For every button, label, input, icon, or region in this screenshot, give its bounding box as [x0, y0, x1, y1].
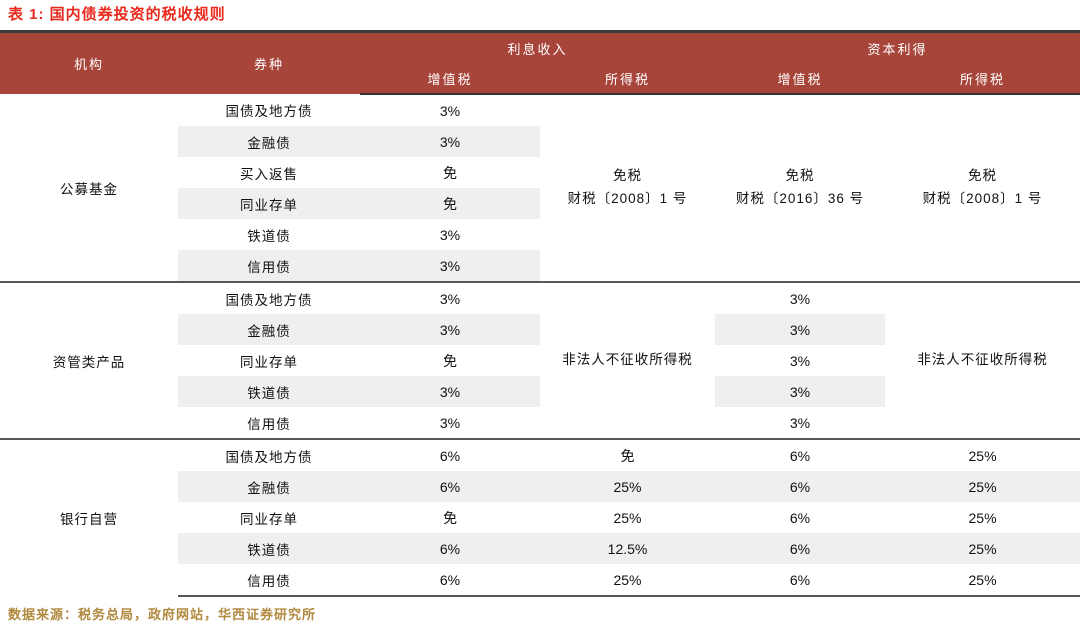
table-row: 金融债 3% 3%: [0, 314, 1080, 345]
capital-vat-cell: 3%: [715, 314, 886, 345]
col-header-interest-income-tax: 所得税: [540, 63, 716, 95]
bond-type-cell: 国债及地方债: [178, 438, 360, 471]
table-row: 铁道债 3% 3%: [0, 376, 1080, 407]
bond-type-cell: 信用债: [178, 564, 360, 597]
interest-vat-cell: 3%: [360, 126, 540, 157]
interest-vat-cell: 3%: [360, 281, 540, 314]
interest-vat-cell: 免: [443, 164, 457, 181]
table-header: 机构 券种 利息收入 资本利得 增值税 所得税 增值税 所得税: [0, 31, 1080, 95]
table-row: 资管类产品 国债及地方债 3% 非法人不征收所得税 3% 非法人不征收所得税: [0, 281, 1080, 439]
interest-income-tax-cell: 25%: [613, 509, 642, 526]
bond-type-cell: 同业存单: [240, 354, 298, 370]
interest-vat-cell: 3%: [360, 250, 540, 282]
interest-income-tax-cell: 非法人不征收所得税: [540, 281, 716, 439]
capital-income-tax-cell: 25%: [885, 471, 1080, 502]
institution-cell: 银行自营: [0, 438, 178, 596]
table-row: 同业存单 免: [0, 188, 1080, 219]
bond-type-cell: 同业存单: [178, 188, 360, 219]
table-row: 公募基金 国债及地方债 3% 免税 财税〔2008〕1 号 免税 财税〔2016…: [0, 94, 1080, 207]
capital-vat-cell: 6%: [715, 438, 886, 471]
interest-income-tax-cell: 免税 财税〔2008〕1 号: [567, 168, 688, 206]
table-row: 信用债 3%: [0, 250, 1080, 282]
capital-vat-cell: 3%: [789, 414, 811, 431]
interest-vat-cell: 6%: [360, 471, 540, 502]
interest-income-tax-cell: 12.5%: [540, 533, 716, 564]
table-row: 金融债 3%: [0, 126, 1080, 157]
bond-type-cell: 国债及地方债: [178, 281, 360, 314]
table-row: 同业存单 免 3%: [0, 345, 1080, 376]
interest-income-tax-cell: 25%: [540, 471, 716, 502]
interest-vat-cell: 3%: [439, 102, 461, 119]
interest-income-tax-cell: 25%: [540, 564, 716, 597]
bond-type-cell: 金融债: [178, 126, 360, 157]
header-row-subcolumns: 增值税 所得税 增值税 所得税: [0, 63, 1080, 95]
capital-income-tax-cell: 非法人不征收所得税: [885, 281, 1080, 439]
table-title: 表 1: 国内债券投资的税收规则: [8, 6, 226, 23]
capital-vat-cell: 3%: [715, 376, 886, 407]
interest-vat-cell: 3%: [360, 314, 540, 345]
capital-vat-cell: 6%: [715, 564, 886, 597]
bond-type-cell: 同业存单: [240, 511, 298, 527]
bond-type-cell: 金融债: [178, 471, 360, 502]
col-header-capital-income-tax: 所得税: [885, 63, 1080, 95]
col-group-capital-gains: 资本利得: [715, 31, 1080, 63]
interest-vat-cell: 免: [443, 509, 457, 526]
bond-type-cell: 信用债: [178, 250, 360, 282]
bond-type-cell: 国债及地方债: [225, 104, 313, 119]
capital-vat-cell: 3%: [789, 352, 811, 369]
table-row: 银行自营 国债及地方债 6% 免 6% 25%: [0, 438, 1080, 596]
table-row: 信用债 3% 3%: [0, 407, 1080, 439]
interest-vat-cell: 免: [360, 188, 540, 219]
capital-income-tax-cell: 25%: [885, 533, 1080, 564]
col-group-interest-income: 利息收入: [360, 31, 716, 63]
capital-income-tax-cell: 25%: [968, 509, 997, 526]
col-header-bond-type: 券种: [178, 31, 360, 94]
table-row: 铁道债 6% 12.5% 6% 25%: [0, 533, 1080, 564]
col-header-capital-vat: 增值税: [715, 63, 886, 95]
col-header-institution: 机构: [0, 31, 178, 94]
interest-vat-cell: 3%: [439, 414, 461, 431]
data-source-note: 数据来源：税务总局，政府网站，华西证券研究所: [8, 607, 317, 622]
bond-type-cell: 买入返售: [240, 166, 298, 182]
capital-vat-cell: 6%: [715, 471, 886, 502]
table-row: 同业存单 免 25% 6% 25%: [0, 502, 1080, 533]
interest-vat-cell: 3%: [439, 226, 461, 243]
capital-vat-cell: 6%: [715, 533, 886, 564]
col-header-interest-vat: 增值税: [360, 63, 540, 95]
interest-vat-cell: 免: [443, 352, 457, 369]
capital-vat-cell: 6%: [789, 509, 811, 526]
interest-vat-cell: 6%: [360, 564, 540, 597]
bond-type-cell: 金融债: [178, 314, 360, 345]
bond-type-cell: 信用债: [247, 416, 291, 432]
capital-income-tax-cell: 免税 财税〔2008〕1 号: [922, 168, 1043, 206]
institution-cell: 公募基金: [60, 181, 118, 197]
interest-income-tax-cell: 免: [540, 438, 716, 471]
bond-tax-rules-table: 机构 券种 利息收入 资本利得 增值税 所得税 增值税 所得税 公募基金 国债及…: [0, 30, 1080, 597]
capital-income-tax-cell: 25%: [885, 564, 1080, 597]
capital-vat-cell: 3%: [715, 281, 886, 314]
table-row: 买入返售 免: [0, 157, 1080, 188]
table-row: 金融债 6% 25% 6% 25%: [0, 471, 1080, 502]
bond-type-cell: 铁道债: [178, 376, 360, 407]
bond-type-cell: 铁道债: [247, 228, 291, 244]
interest-vat-cell: 3%: [360, 376, 540, 407]
interest-vat-cell: 6%: [360, 533, 540, 564]
capital-vat-cell: 免税 财税〔2016〕36 号: [735, 168, 865, 206]
bond-type-cell: 铁道债: [178, 533, 360, 564]
header-row-groups: 机构 券种 利息收入 资本利得: [0, 31, 1080, 94]
capital-income-tax-cell: 25%: [885, 438, 1080, 471]
table-row: 铁道债 3%: [0, 219, 1080, 250]
institution-cell: 资管类产品: [0, 281, 178, 439]
interest-vat-cell: 6%: [360, 438, 540, 471]
